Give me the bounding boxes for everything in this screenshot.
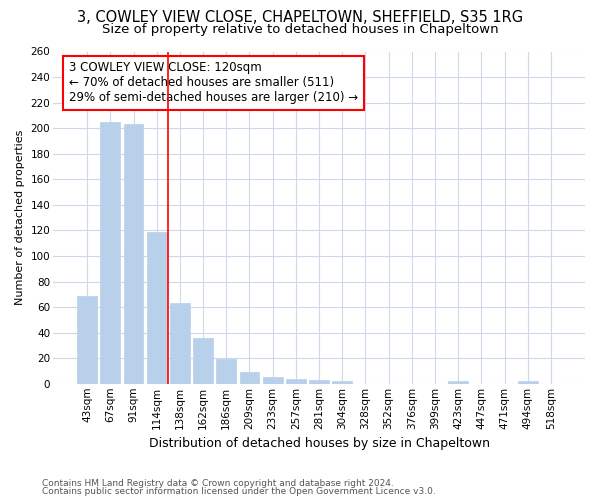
Text: 3, COWLEY VIEW CLOSE, CHAPELTOWN, SHEFFIELD, S35 1RG: 3, COWLEY VIEW CLOSE, CHAPELTOWN, SHEFFI… (77, 10, 523, 25)
Bar (217, 360, 236, 384)
Text: Contains public sector information licensed under the Open Government Licence v3: Contains public sector information licen… (42, 487, 436, 496)
Bar (239, 372, 259, 384)
Bar (263, 378, 283, 384)
Text: Size of property relative to detached houses in Chapeltown: Size of property relative to detached ho… (101, 22, 499, 36)
Bar (170, 304, 190, 384)
Text: Contains HM Land Registry data © Crown copyright and database right 2024.: Contains HM Land Registry data © Crown c… (42, 478, 394, 488)
Bar (147, 232, 167, 384)
Bar (77, 296, 97, 384)
Bar (309, 380, 329, 384)
Text: 3 COWLEY VIEW CLOSE: 120sqm
← 70% of detached houses are smaller (511)
29% of se: 3 COWLEY VIEW CLOSE: 120sqm ← 70% of det… (69, 62, 358, 104)
Bar (332, 381, 352, 384)
Bar (448, 381, 468, 384)
Bar (193, 338, 213, 384)
Bar (286, 378, 306, 384)
Bar (100, 122, 120, 384)
Bar (124, 124, 143, 384)
X-axis label: Distribution of detached houses by size in Chapeltown: Distribution of detached houses by size … (149, 437, 490, 450)
Bar (518, 381, 538, 384)
Y-axis label: Number of detached properties: Number of detached properties (15, 130, 25, 306)
